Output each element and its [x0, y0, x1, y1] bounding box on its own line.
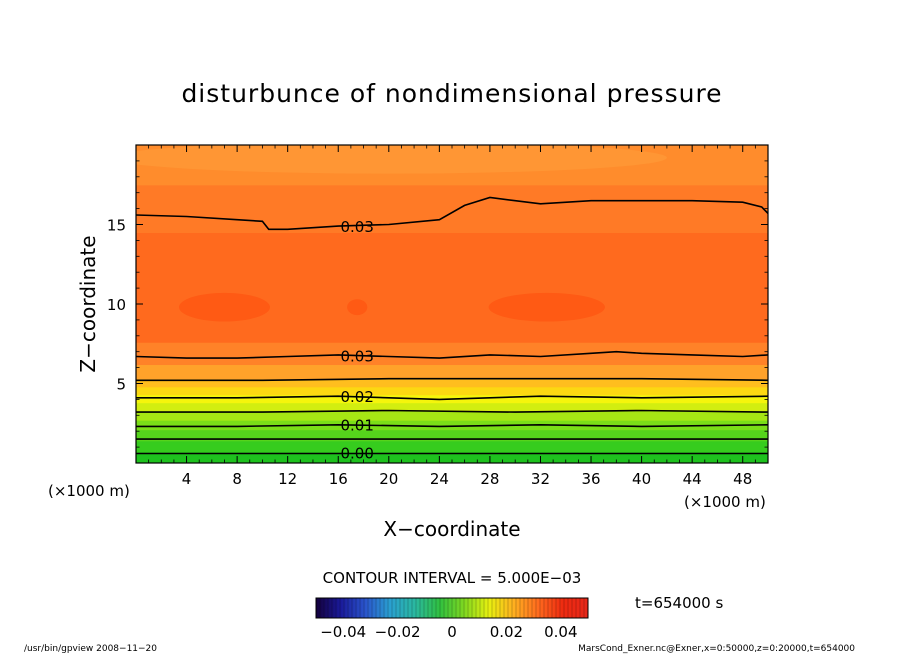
contour-label: 0.02: [340, 388, 373, 406]
extremum-blob: [136, 145, 667, 174]
contour-line: [136, 423, 768, 428]
level-band: [136, 402, 768, 412]
level-band: [136, 378, 768, 388]
x-tick-label: 40: [632, 470, 651, 488]
x-tick-label: 32: [531, 470, 550, 488]
x-unit-right: (×1000 m): [684, 493, 766, 511]
y-axis: 5 10 15: [107, 160, 768, 448]
level-band: [136, 386, 768, 396]
y-axis-label: Z−coordinate: [76, 235, 100, 372]
x-tick-label: 44: [683, 470, 702, 488]
contour-label: 0.00: [340, 444, 373, 462]
colorbar-gradient: [316, 598, 588, 618]
x-tick-label: 12: [278, 470, 297, 488]
x-axis-label: X−coordinate: [383, 517, 520, 541]
extremum-blob: [488, 292, 605, 322]
footer-right: MarsCond_Exner.nc@Exner,x=0:50000,z=0:20…: [578, 644, 855, 654]
x-tick-label: 48: [733, 470, 752, 488]
contour-label: 0.03: [340, 347, 373, 365]
colorbar-tick-label: −0.04: [320, 623, 366, 641]
contour-label: 0.03: [340, 218, 373, 236]
contour-line: [136, 196, 768, 231]
contour-lines: [136, 196, 768, 455]
level-band: [136, 440, 768, 453]
level-band: [136, 364, 768, 380]
contour-labels: 0.03 0.03 0.02 0.01 0.00: [340, 218, 373, 463]
plot-area: 0.03 0.03 0.02 0.01 0.00: [136, 145, 768, 463]
x-tick-label: 8: [232, 470, 242, 488]
colorbar-tick-label: −0.02: [375, 623, 421, 641]
level-band: [136, 342, 768, 366]
x-tick-label: 16: [329, 470, 348, 488]
y-tick-label: 10: [107, 296, 126, 314]
colorbar-ticks: −0.04 −0.02 0 0.02 0.04: [320, 623, 577, 641]
x-tick-label: 20: [379, 470, 398, 488]
contour-line: [136, 377, 768, 382]
level-band: [136, 184, 768, 234]
colorbar-frame: [315, 597, 589, 619]
contour-interval: CONTOUR INTERVAL = 5.000E−03: [323, 569, 582, 587]
level-band: [136, 232, 768, 343]
chart-title: disturbunce of nondimensional pressure: [181, 79, 722, 108]
footer-left: /usr/bin/gpview 2008−11−20: [24, 644, 157, 654]
colorbar-tick-label: 0.02: [490, 623, 523, 641]
level-band: [136, 429, 768, 442]
extremum-blob: [178, 292, 270, 322]
pressure-extrema: [136, 145, 667, 322]
colorbar-tick-label: 0.04: [544, 623, 577, 641]
colorbar-tick-label: 0: [447, 623, 457, 641]
y-tick-label: 15: [107, 217, 126, 235]
colorbar-stripes: [319, 598, 585, 618]
time-label: t=654000 s: [635, 594, 723, 612]
contour-line: [136, 395, 768, 401]
y-tick-label: 5: [116, 376, 126, 394]
colorbar: −0.04 −0.02 0 0.02 0.04: [315, 597, 589, 641]
x-tick-label: 24: [430, 470, 449, 488]
extremum-blob: [347, 299, 368, 316]
x-axis: 4 8 12 16 20 24 28 32 36 40 44 48: [148, 145, 756, 488]
level-band: [136, 410, 768, 421]
x-tick-label: 4: [182, 470, 192, 488]
contour-line: [136, 350, 768, 359]
x-tick-label: 36: [581, 470, 600, 488]
level-band: [136, 420, 768, 431]
contour-label: 0.01: [340, 417, 373, 435]
contour-line: [136, 409, 768, 413]
level-band: [136, 451, 768, 463]
x-tick-label: 28: [480, 470, 499, 488]
x-unit-left: (×1000 m): [48, 482, 130, 500]
